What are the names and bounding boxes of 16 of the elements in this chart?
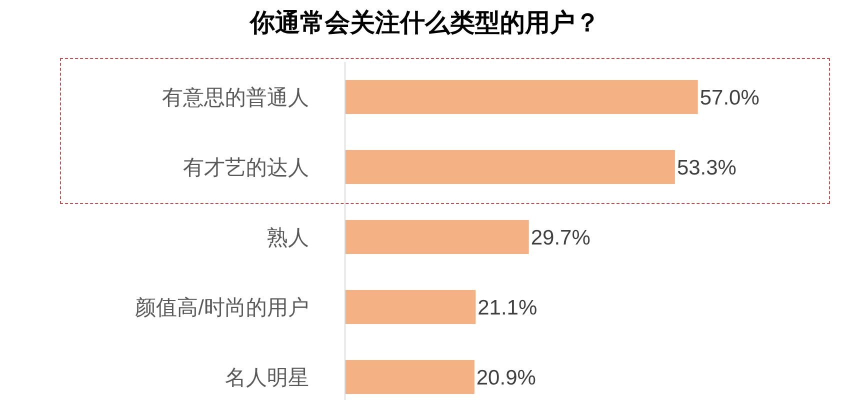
data-label: 57.0%: [700, 86, 760, 110]
bar: [345, 80, 698, 114]
data-label: 20.9%: [476, 366, 536, 390]
bar: [345, 360, 474, 394]
bar: [345, 220, 529, 254]
bar: [345, 290, 476, 324]
y-tick-label: 有才艺的达人: [183, 156, 309, 180]
y-tick-label: 颜值高/时尚的用户: [135, 296, 309, 320]
data-label: 29.7%: [530, 226, 590, 250]
data-label: 53.3%: [676, 156, 736, 180]
y-tick-label: 熟人: [267, 226, 309, 250]
chart-title: 你通常会关注什么类型的用户？: [248, 8, 601, 39]
y-tick-label: 名人明星: [225, 366, 309, 390]
bar: [345, 150, 675, 184]
y-tick-label: 有意思的普通人: [162, 85, 309, 110]
data-label: 21.1%: [478, 296, 538, 320]
